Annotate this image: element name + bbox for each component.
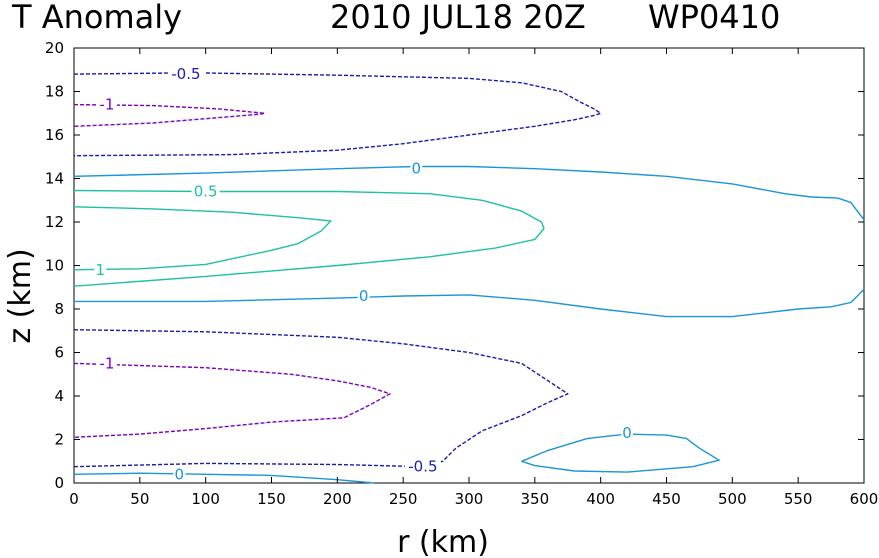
contour-label: -1 — [99, 354, 114, 372]
contour-label-bg — [94, 261, 107, 278]
contour-label-bg — [96, 96, 117, 113]
contour-label: 0 — [622, 424, 632, 442]
y-tick-label: 12 — [45, 213, 64, 231]
x-tick-label: 150 — [257, 490, 286, 508]
y-tick-label: 18 — [45, 83, 64, 101]
y-tick-label: 16 — [45, 126, 64, 144]
contour-line — [73, 472, 375, 484]
contour-label: 0 — [175, 465, 185, 483]
contour-label-bg — [167, 66, 204, 83]
contour-label: 1 — [96, 261, 106, 279]
x-tick-label: 450 — [652, 490, 681, 508]
contour-label: 0 — [359, 287, 369, 305]
contour-line — [73, 165, 865, 221]
contour-label-bg — [173, 466, 186, 483]
x-tick-label: 250 — [389, 490, 418, 508]
contour-label-bg — [410, 160, 423, 177]
x-tick-label: 50 — [130, 490, 149, 508]
chart-title-date: 2010 JUL18 20Z — [330, 0, 586, 36]
x-tick-label: 350 — [521, 490, 550, 508]
x-axis-label: r (km) — [397, 525, 489, 558]
contour-label: -1 — [99, 96, 114, 114]
x-tick-label: 550 — [784, 490, 813, 508]
x-tick-label: 200 — [323, 490, 352, 508]
contour-label-bg — [404, 458, 441, 475]
contour-label: -0.5 — [408, 458, 437, 476]
y-tick-label: 14 — [45, 170, 64, 188]
contour-line — [73, 103, 266, 127]
x-tick-label: 400 — [586, 490, 615, 508]
contour-label-bg — [96, 355, 117, 372]
contour-label: 0 — [412, 160, 422, 178]
contour-layer: -0.5 -1 0 0.5 1 0 -0.5 -1 0 0 — [73, 65, 865, 484]
contour-line — [74, 288, 865, 318]
contour-line — [73, 206, 332, 271]
contour-line — [521, 433, 720, 473]
x-axis: 0 50 100 150 200 250 300 350 400 450 500 550 600 — [69, 48, 878, 508]
contour-label-bg — [191, 183, 220, 200]
contour-label-bg — [357, 287, 370, 304]
chart-title-storm: WP0410 — [648, 0, 780, 36]
contour-label-bg — [621, 424, 633, 441]
contour-line — [73, 329, 569, 468]
x-tick-label: 600 — [850, 490, 879, 508]
contour-line — [73, 189, 545, 287]
y-tick-label: 0 — [54, 474, 64, 492]
y-tick-label: 10 — [45, 257, 64, 275]
y-tick-label: 2 — [54, 431, 64, 449]
contour-line — [73, 72, 602, 157]
y-axis-label: z (km) — [3, 248, 38, 343]
x-tick-label: 500 — [718, 490, 747, 508]
y-tick-label: 20 — [45, 39, 64, 57]
x-tick-label: 100 — [191, 490, 220, 508]
y-tick-label: 4 — [54, 387, 64, 405]
contour-line — [73, 362, 391, 438]
x-tick-label: 300 — [455, 490, 484, 508]
contour-label: -0.5 — [171, 65, 200, 83]
contour-label: 0.5 — [194, 183, 218, 201]
x-tick-label: 0 — [69, 490, 79, 508]
chart-title-left: T Anomaly — [11, 0, 182, 36]
y-tick-label: 8 — [54, 300, 64, 318]
y-tick-label: 6 — [54, 344, 64, 362]
